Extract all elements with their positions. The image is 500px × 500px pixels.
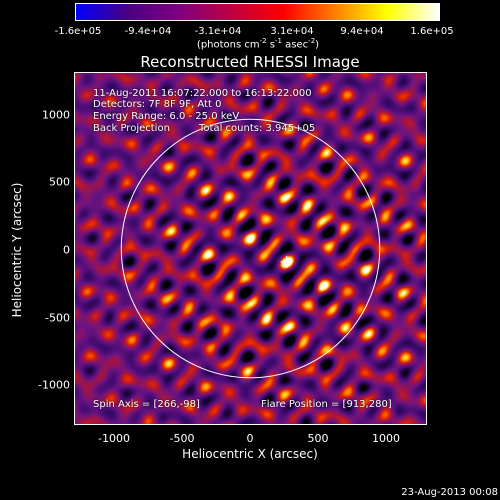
y-tick-label: 500	[49, 175, 70, 189]
time-range-text: 11-Aug-2011 16:07:22.000 to 16:13:22.000	[93, 88, 312, 99]
plot-overlay	[120, 118, 381, 379]
x-axis-label: Heliocentric X (arcsec)	[182, 447, 318, 461]
method-text: Back Projection	[93, 123, 170, 134]
rhessi-intensity-map	[75, 73, 426, 424]
x-tick-label: -500	[169, 432, 195, 445]
colorbar-tick: -9.4e+04	[124, 26, 172, 37]
spin-axis-text: Spin Axis = [266,-98]	[93, 399, 200, 410]
solar-limb-circle	[120, 118, 381, 379]
y-tick-label: -1000	[38, 378, 70, 392]
colorbar-tick: 3.1e+04	[270, 26, 314, 37]
y-axis-label: Heliocentric Y (arcsec)	[10, 182, 24, 318]
colorbar-unit-label: (photons cm-2 s-1 asec-2)	[196, 37, 320, 51]
colorbar-tick: 9.4e+04	[340, 26, 384, 37]
y-tick-label: -500	[45, 311, 70, 325]
detectors-text: Detectors: 7F 8F 9F, Att 0	[93, 99, 222, 110]
image-title: Reconstructed RHESSI Image	[140, 53, 360, 71]
colorbar-tick: -3.1e+04	[194, 26, 242, 37]
colorbar-tick: -1.6e+05	[54, 26, 102, 37]
flare-position-text: Flare Position = [913,280]	[261, 399, 392, 410]
footer-date: 23-Aug-2013 00:08	[401, 487, 498, 498]
y-tick-label: 1000	[42, 108, 70, 122]
energy-range-text: Energy Range: 6.0 - 25.0 keV	[93, 111, 240, 122]
colorbar	[75, 3, 440, 21]
colorbar-gradient	[76, 4, 439, 20]
spin-axis-marker	[280, 255, 293, 268]
x-tick-label: 0	[246, 432, 254, 445]
colorbar-tick: 1.6e+05	[410, 26, 454, 37]
x-tick-label: 500	[307, 432, 329, 445]
x-tick-label: 1000	[372, 432, 400, 445]
rhessi-image-plot: 11-Aug-2011 16:07:22.000 to 16:13:22.000…	[74, 72, 427, 425]
y-tick-label: 0	[63, 243, 70, 257]
total-counts-text: Total counts: 3.945+05	[199, 123, 316, 134]
x-tick-label: -1000	[98, 432, 130, 445]
